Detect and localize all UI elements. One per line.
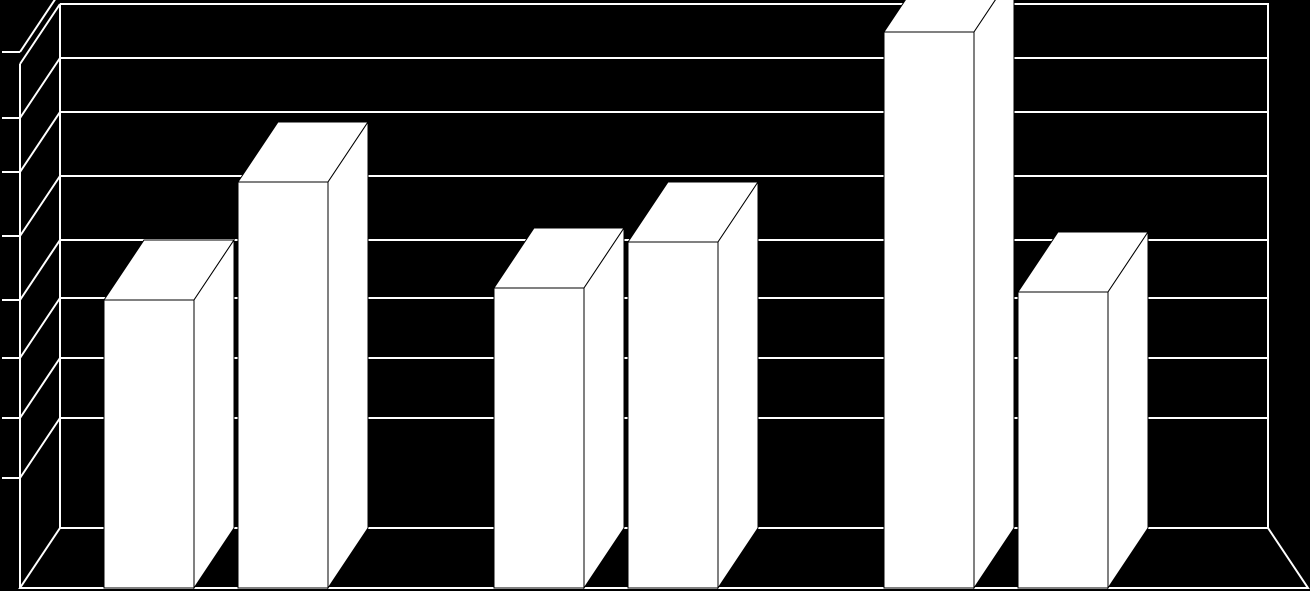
bar-side <box>718 182 758 588</box>
bar-front <box>104 300 194 588</box>
bar-front <box>628 242 718 588</box>
bar-side <box>1108 232 1148 588</box>
bar-side <box>974 0 1014 588</box>
bar-side <box>584 228 624 588</box>
bar-front <box>238 182 328 588</box>
bar-chart-3d <box>0 0 1310 591</box>
bar-front <box>884 32 974 588</box>
bar-side <box>194 240 234 588</box>
bar-front <box>494 288 584 588</box>
bar-side <box>328 122 368 588</box>
bar-front <box>1018 292 1108 588</box>
